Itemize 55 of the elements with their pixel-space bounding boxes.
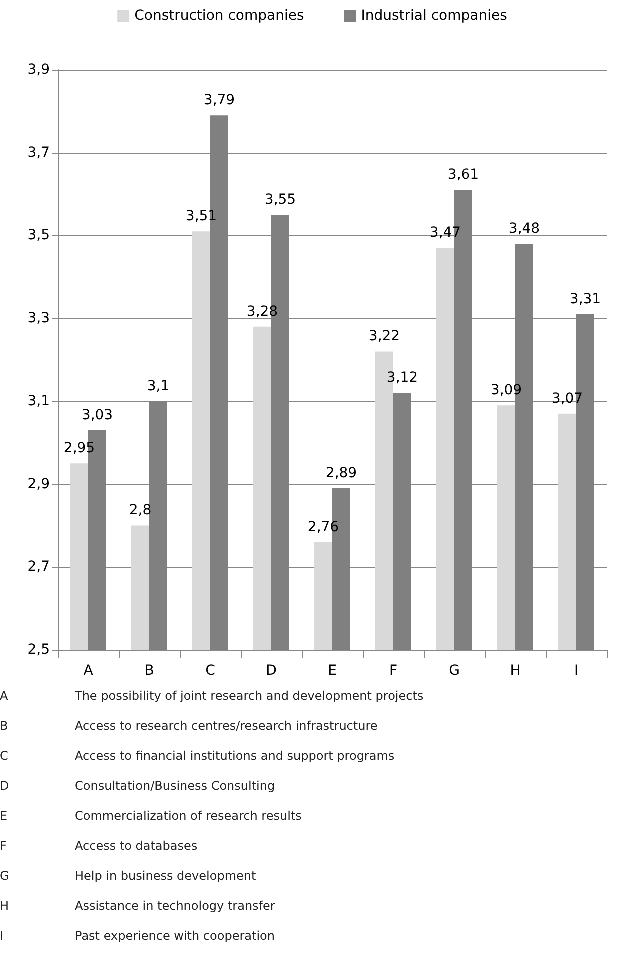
x-tick-label: A [84,663,94,679]
data-label: 3,31 [570,291,602,308]
text: Access to databases [75,839,198,853]
x-tick-label: F [389,663,398,679]
data-label: 3,55 [264,192,296,208]
category-label: G [0,869,10,883]
data-label: 3,1 [147,378,170,394]
data-label: 3,79 [204,92,236,109]
text: The possibility of joint research and development projects [74,689,424,703]
category-label: A [0,689,8,703]
data-label: 3,51 [186,208,218,225]
data-label: 3,48 [508,221,540,237]
y-tick-label: 3,7 [28,144,50,161]
data-label: 3,22 [368,328,400,345]
data-label: 3,61 [448,167,480,184]
legend-label: Construction companies [134,8,304,24]
category-label: B [0,719,8,733]
data-label: 3,03 [82,407,114,424]
x-tick-label: H [510,663,521,679]
data-label: 3,12 [386,370,418,386]
text: Help in business development [75,869,256,883]
text: Access to financial institutions and support programs [75,749,395,763]
x-tick-label: B [144,663,154,679]
x-tick-label: G [449,663,460,679]
data-label: 3,28 [246,304,278,320]
data-label: 3,07 [552,390,584,407]
data-label: 3,09 [490,382,522,399]
y-tick-label: 3,1 [28,393,50,410]
legend-label: Industrial companies [361,8,508,24]
data-label: 2,89 [326,465,358,482]
category-label: E [0,809,8,823]
text: Consultation/Business Consulting [75,779,276,793]
text: Commercialization of research results [75,809,302,823]
y-tick-label: 3,3 [28,310,50,327]
data-label: 2,76 [308,519,340,536]
text: Past experience with cooperation [75,929,275,943]
x-tick-label: D [266,663,277,679]
x-tick-label: I [574,663,579,679]
category-label: I [0,929,4,943]
category-label: C [0,749,8,763]
category-label: F [0,839,7,853]
y-tick-label: 2,9 [28,476,50,492]
category-label: H [0,899,10,913]
y-tick-label: 3,5 [28,228,50,244]
category-label: D [0,779,10,793]
data-label: 2,95 [64,440,96,457]
text: Access to research centres/research infrastructure [75,719,378,733]
y-tick-label: 2,5 [28,642,50,658]
data-label: 3,47 [430,225,462,242]
x-tick-label: C [206,663,216,679]
y-tick-label: 3,9 [28,62,50,78]
data-label: 2,8 [129,502,152,519]
x-tick-label: E [328,663,337,679]
text: Assistance in technology transfer [75,899,276,913]
y-tick-label: 2,7 [28,559,50,576]
